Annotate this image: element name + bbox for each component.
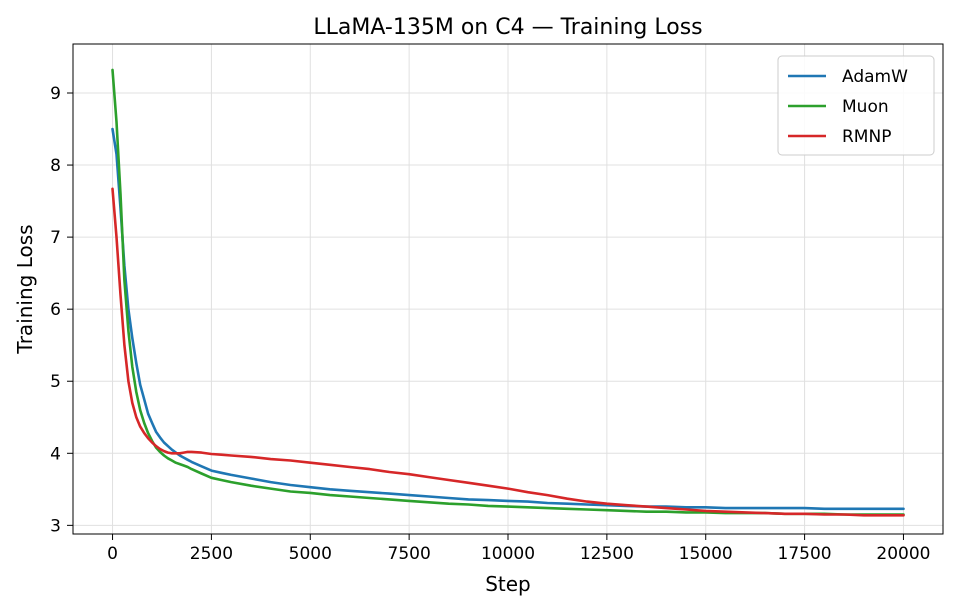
x-tick-label: 15000 [679,544,733,564]
legend-label-rmnp: RMNP [842,127,891,147]
series-lines [111,68,905,517]
series-line-rmnp [111,187,905,517]
y-tick-label: 8 [50,156,61,176]
y-axis-ticks: 3 4 5 6 7 8 9 [50,84,73,536]
x-tick-label: 20000 [876,544,930,564]
legend-box [777,55,935,156]
y-tick-label: 5 [50,372,61,392]
chart-title: LLaMA-135M on C4 — Training Loss [313,15,702,40]
y-tick-label: 3 [50,516,61,536]
x-tick-label: 0 [107,544,118,564]
x-tick-label: 2500 [190,544,233,564]
y-tick-label: 4 [50,444,61,464]
y-tick-label: 6 [50,300,61,320]
x-tick-label: 7500 [388,544,431,564]
legend-label-muon: Muon [842,97,889,117]
y-axis-label: Training Loss [13,224,37,354]
series-line-muon [111,68,905,516]
x-tick-label: 12500 [580,544,634,564]
x-axis-label: Step [485,572,531,596]
y-tick-label: 7 [50,228,61,248]
legend: AdamW Muon RMNP [777,55,935,156]
x-tick-label: 17500 [778,544,832,564]
x-tick-label: 10000 [481,544,535,564]
y-tick-label: 9 [50,84,61,104]
legend-label-adamw: AdamW [842,67,908,87]
x-axis-ticks: 0 2500 5000 7500 10000 12500 15000 17500 20000 [107,534,931,564]
x-tick-label: 5000 [289,544,332,564]
series-line-adamw [111,127,905,511]
